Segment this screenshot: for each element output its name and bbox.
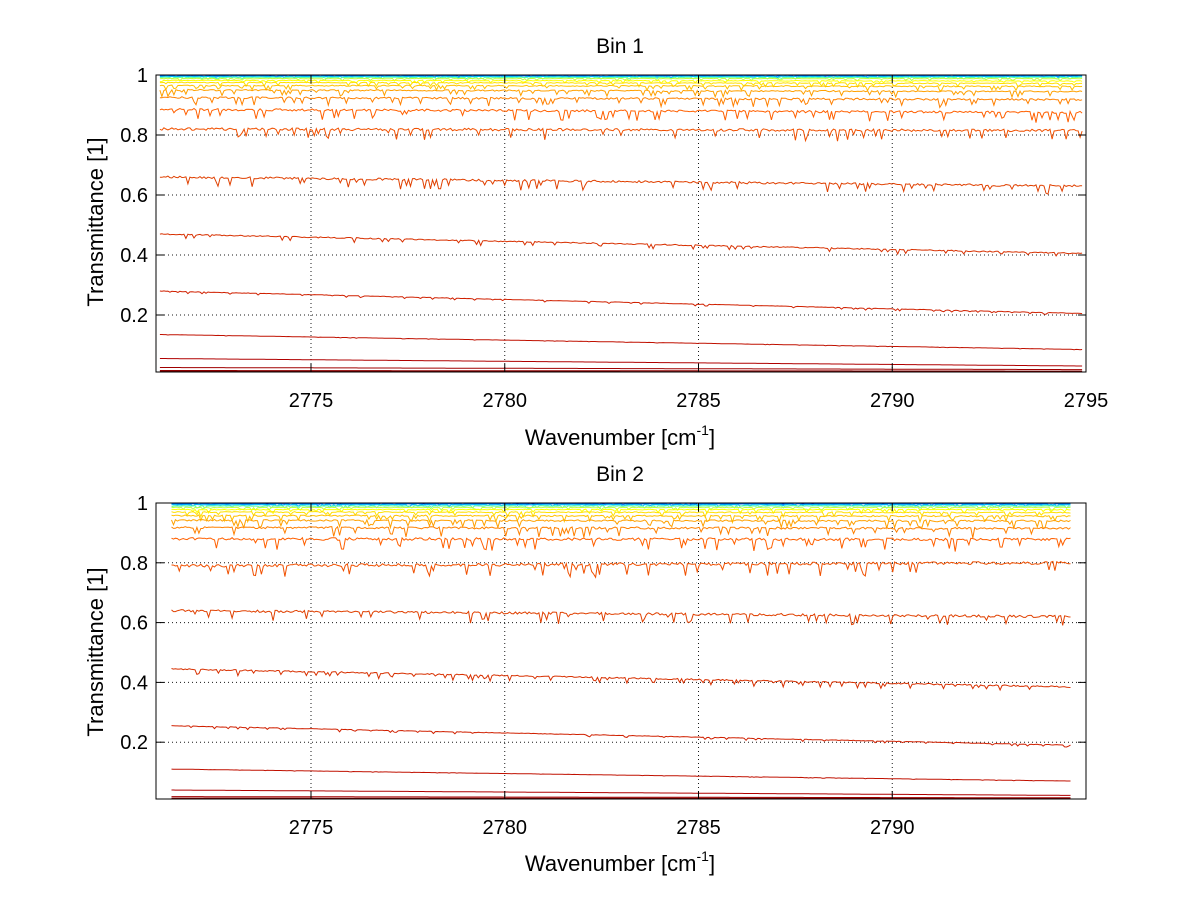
series-line [159, 233, 1083, 257]
y-tick-label: 0.6 [120, 613, 148, 635]
series-line [171, 518, 1071, 530]
x-axis-label: Wavenumber [cm-1] [525, 848, 715, 876]
x-tick-label: 2785 [676, 390, 721, 412]
series-line [171, 514, 1071, 525]
x-axis-label: Wavenumber [cm-1] [525, 422, 715, 450]
x-tick-label: 2780 [483, 390, 528, 412]
y-tick-label: 0.8 [120, 125, 148, 147]
series-line [171, 796, 1071, 799]
series-line [159, 77, 1083, 82]
chart-panel-bin-2: Bin 2 2775 2780 2785 2790 0.2 0.4 0.6 0.8 1 Wave… [83, 463, 1087, 876]
series-line [171, 725, 1071, 748]
y-tick-label: 0.2 [120, 305, 148, 327]
y-tick-label: 0.4 [120, 672, 148, 694]
y-tick-label: 0.6 [120, 185, 148, 207]
series-line [171, 668, 1071, 692]
x-tick-label: 2795 [1064, 390, 1109, 412]
y-tick-label: 1 [137, 65, 148, 87]
series-line [171, 504, 1071, 510]
plot-area: 2775 2780 2785 2790 0.2 0.4 0.6 0.8 1 [120, 493, 1087, 839]
series-line [159, 358, 1083, 367]
series-line [171, 536, 1071, 552]
x-tick-label: 2785 [676, 817, 721, 839]
y-tick-label: 1 [137, 493, 148, 515]
x-tick-label: 2775 [289, 390, 334, 412]
x-tick-label: 2780 [483, 817, 528, 839]
series-line [159, 107, 1083, 123]
series-line [159, 334, 1083, 351]
chart-title: Bin 1 [596, 35, 644, 58]
series-line [171, 609, 1071, 626]
series-line [159, 127, 1083, 143]
series-line [159, 76, 1083, 80]
y-tick-label: 0.4 [120, 245, 148, 267]
series-line [159, 81, 1083, 88]
chart-panel-bin-1: Bin 1 2775 2780 2785 2790 27950.20.40.60.81 … [83, 35, 1108, 450]
series-line [159, 79, 1083, 85]
y-tick-label: 0.2 [120, 732, 148, 754]
series-line [159, 290, 1083, 315]
series-line [171, 768, 1071, 782]
y-axis-label: Transmittance [1] [83, 137, 108, 306]
series-line [159, 75, 1083, 79]
series-line [171, 525, 1071, 538]
x-tick-label: 2790 [870, 817, 915, 839]
series-line [171, 789, 1071, 796]
series-line [171, 560, 1071, 579]
series-line [171, 508, 1071, 515]
axes-frame [155, 74, 1087, 373]
plot-area: 2775 2780 2785 2790 2795 0.2 0.4 0.6 0.8 1 [120, 65, 1108, 412]
axes-frame [155, 502, 1087, 800]
chart-title: Bin 2 [596, 463, 644, 486]
series-line [171, 503, 1071, 507]
series-line [159, 175, 1083, 195]
series-line [171, 504, 1071, 508]
y-axis-label: Transmittance [1] [83, 567, 108, 736]
y-tick-label: 0.8 [120, 553, 148, 575]
series-line [159, 370, 1083, 372]
series-line [171, 510, 1071, 519]
series-line [159, 367, 1083, 371]
series-line [159, 96, 1083, 109]
series-line [159, 83, 1083, 92]
x-tick-label: 2775 [289, 817, 334, 839]
x-tick-label: 2790 [870, 390, 915, 412]
series-line [159, 75, 1083, 78]
series-line [159, 88, 1083, 99]
